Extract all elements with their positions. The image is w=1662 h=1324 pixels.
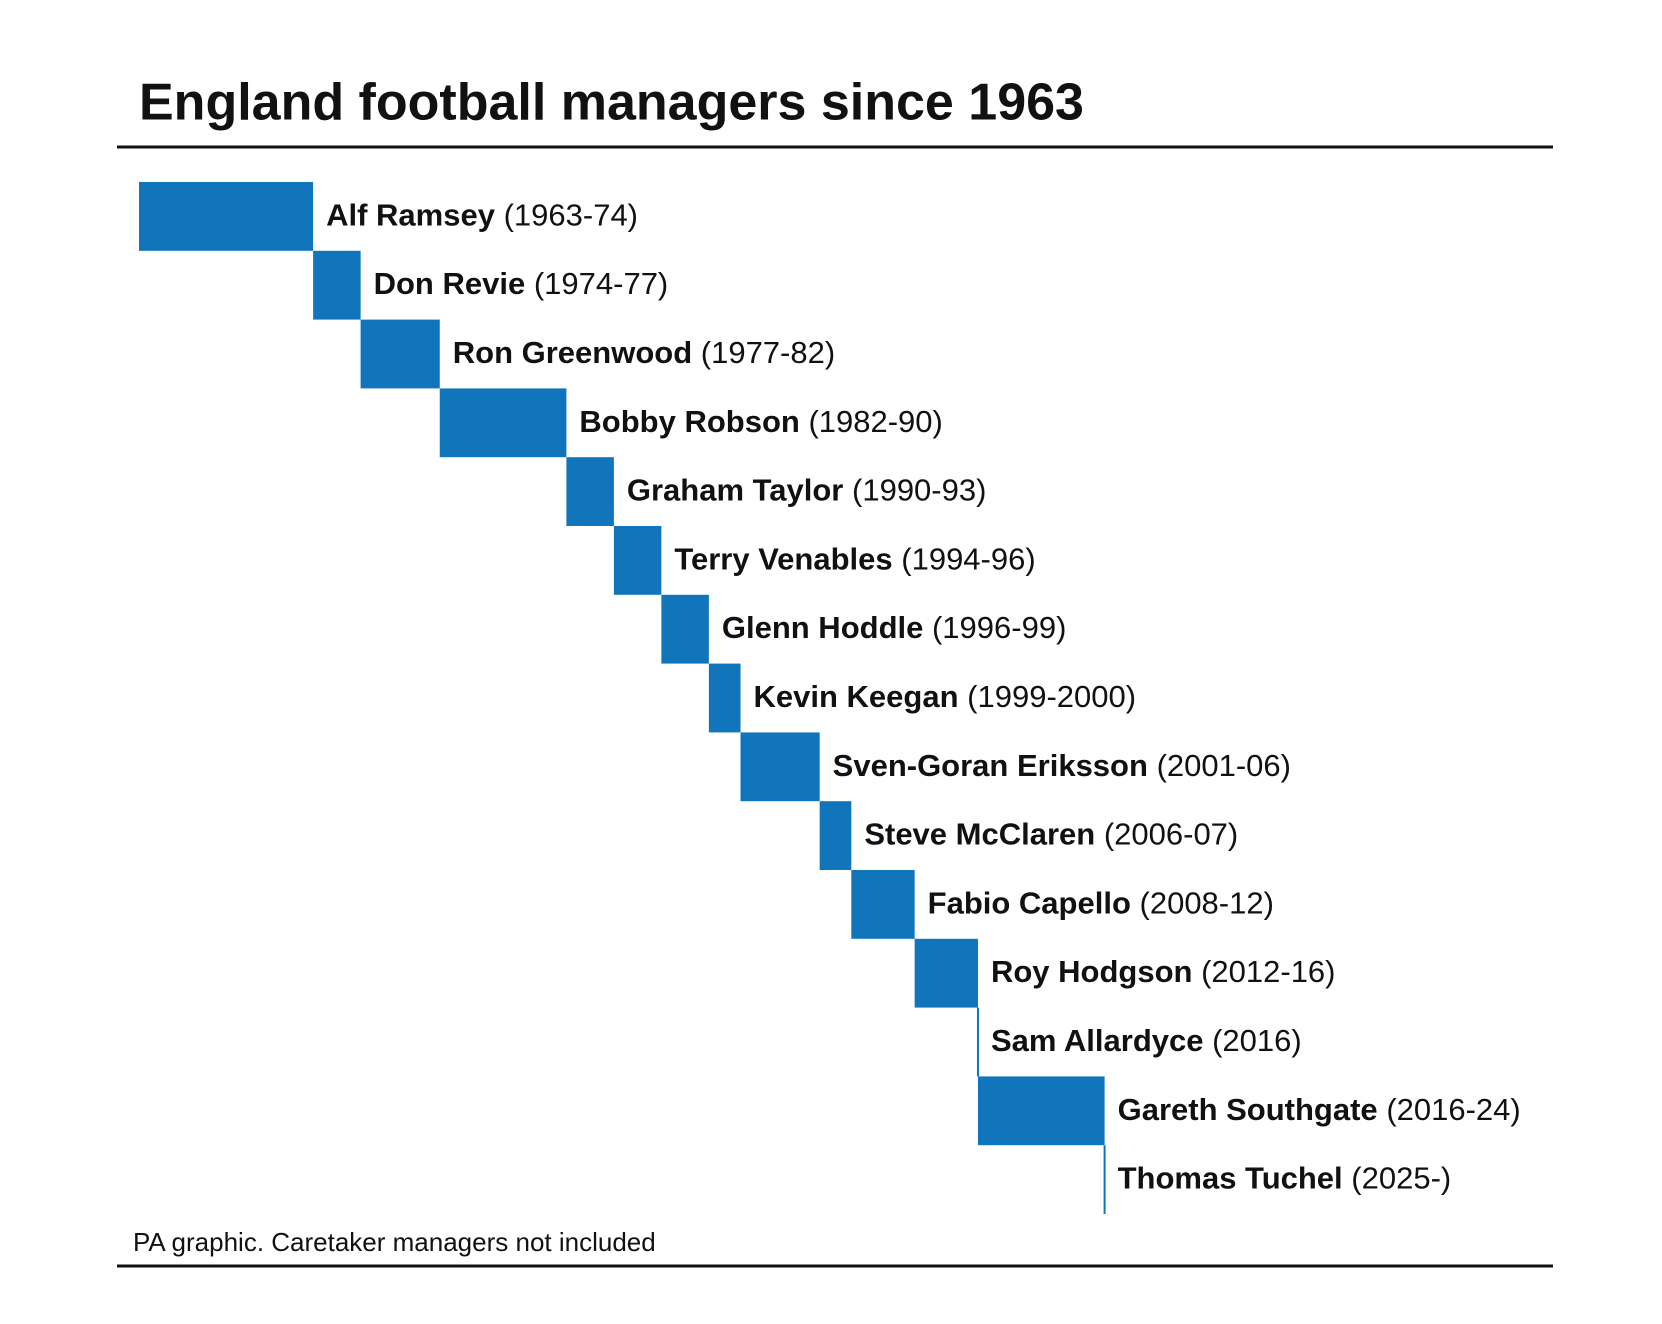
manager-years: (1974-77) [534, 266, 668, 301]
manager-name: Sven-Goran Eriksson [833, 748, 1148, 783]
manager-name: Bobby Robson [579, 404, 799, 439]
manager-label: Bobby Robson (1982-90) [579, 404, 942, 439]
manager-label: Sam Allardyce (2016) [991, 1023, 1302, 1058]
manager-years: (1977-82) [701, 335, 835, 370]
manager-name: Gareth Southgate [1118, 1092, 1378, 1127]
manager-label: Thomas Tuchel (2025-) [1118, 1161, 1452, 1196]
manager-name: Kevin Keegan [754, 679, 959, 714]
manager-name: Fabio Capello [928, 886, 1131, 921]
manager-years: (1990-93) [852, 473, 986, 508]
manager-label: Terry Venables (1994-96) [674, 542, 1035, 577]
manager-label: Steve McClaren (2006-07) [864, 817, 1238, 852]
tenure-bar [661, 594, 709, 664]
tenure-bar [566, 457, 614, 526]
manager-years: (2025-) [1351, 1161, 1451, 1196]
tenure-bar [139, 182, 314, 251]
manager-years: (2016-24) [1386, 1092, 1520, 1127]
manager-years: (1982-90) [808, 404, 942, 439]
manager-years: (2008-12) [1140, 886, 1274, 921]
manager-label: Glenn Hoddle (1996-99) [722, 610, 1067, 645]
manager-years: (1963-74) [504, 198, 638, 233]
manager-name: Roy Hodgson [991, 954, 1192, 989]
chart-title: England football managers since 1963 [139, 74, 1084, 132]
tenure-bar [613, 526, 662, 595]
tenure-bar [977, 1076, 1105, 1146]
tenure-bar [313, 250, 361, 320]
manager-name: Terry Venables [674, 542, 892, 577]
tenure-bar [439, 388, 567, 458]
manager-label: Graham Taylor (1990-93) [627, 473, 987, 508]
manager-years: (2016) [1212, 1023, 1302, 1058]
tenure-bar [740, 732, 820, 802]
tenure-bar [851, 870, 915, 939]
manager-name: Steve McClaren [864, 817, 1095, 852]
manager-label: Gareth Southgate (2016-24) [1118, 1092, 1521, 1127]
manager-label: Roy Hodgson (2012-16) [991, 954, 1336, 989]
manager-label: Don Revie (1974-77) [374, 266, 669, 301]
tenure-bar [914, 938, 978, 1008]
manager-name: Glenn Hoddle [722, 610, 924, 645]
manager-years: (1999-2000) [967, 679, 1136, 714]
manager-years: (1996-99) [932, 610, 1066, 645]
tenure-bar [360, 319, 440, 389]
manager-label: Fabio Capello (2008-12) [928, 886, 1274, 921]
manager-years: (2001-06) [1157, 748, 1291, 783]
manager-name: Alf Ramsey [326, 198, 496, 233]
tenure-bar [819, 801, 852, 870]
manager-name: Ron Greenwood [453, 335, 692, 370]
manager-years: (2006-07) [1104, 817, 1238, 852]
manager-label: Alf Ramsey (1963-74) [326, 198, 638, 233]
manager-years: (1994-96) [901, 542, 1035, 577]
manager-name: Sam Allardyce [991, 1023, 1204, 1058]
tenure-bar [708, 663, 741, 733]
manager-label: Kevin Keegan (1999-2000) [754, 679, 1137, 714]
manager-name: Don Revie [374, 266, 526, 301]
manager-name: Thomas Tuchel [1118, 1161, 1343, 1196]
manager-years: (2012-16) [1201, 954, 1335, 989]
manager-label: Sven-Goran Eriksson (2001-06) [833, 748, 1291, 783]
manager-name: Graham Taylor [627, 473, 844, 508]
manager-label: Ron Greenwood (1977-82) [453, 335, 835, 370]
footnote: PA graphic. Caretaker managers not inclu… [133, 1227, 656, 1257]
